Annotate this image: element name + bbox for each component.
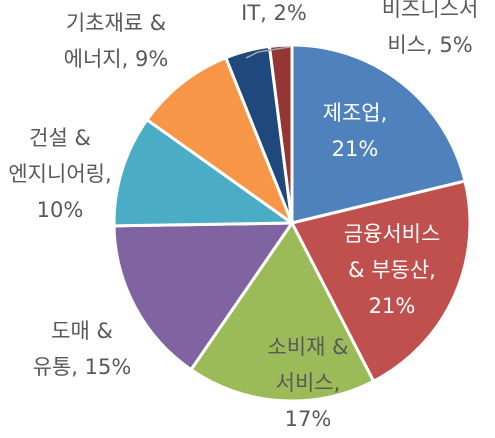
pie-slice-2 bbox=[189, 221, 376, 403]
slice-label-6: IT, 2% bbox=[241, 1, 307, 25]
slice-label-3: 도매 & 유통, 15% bbox=[33, 319, 132, 379]
slice-label-line: & 부동산, bbox=[348, 258, 436, 282]
leader-line bbox=[245, 46, 291, 59]
slice-label-line: 금융서비스 bbox=[344, 222, 441, 246]
slice-label-line: 10% bbox=[37, 198, 84, 222]
slice-label-2: 소비재 & 서비스, 17% bbox=[267, 335, 348, 431]
pie-slice-3 bbox=[112, 221, 294, 372]
slice-label-5: 기초재료 & 에너지, 9% bbox=[64, 11, 169, 71]
slice-label-line: 21% bbox=[369, 294, 416, 318]
slice-label-line: 건설 & bbox=[29, 126, 91, 150]
pie-slice-5 bbox=[145, 56, 294, 225]
pie-slice-0 bbox=[290, 43, 467, 225]
slice-label-line: 기초재료 & bbox=[66, 11, 166, 35]
slice-label-line: 17% bbox=[285, 407, 332, 431]
slice-label-line: 서비스, bbox=[276, 371, 341, 395]
slice-label-line: 제조업, bbox=[323, 101, 388, 125]
slice-label-1: 금융서비스 & 부동산, 21% bbox=[344, 222, 441, 318]
slice-label-line: 소비재 & bbox=[267, 335, 348, 359]
slice-label-line: 비스, 5% bbox=[387, 33, 472, 57]
slice-label-line: 유통, 15% bbox=[33, 355, 132, 379]
slice-label-line: 비즈니스서 bbox=[382, 0, 479, 21]
pie-slice-4 bbox=[112, 118, 294, 228]
slice-label-line: 엔지니어링, bbox=[8, 162, 111, 186]
pie-slice-7 bbox=[267, 43, 294, 225]
slice-label-4: 건설 & 엔지니어링, 10% bbox=[8, 126, 111, 222]
pie-slice-1 bbox=[290, 179, 472, 383]
slice-label-line: 에너지, 9% bbox=[64, 47, 169, 71]
slice-label-line: 21% bbox=[332, 137, 379, 161]
slice-label-line: 도매 & bbox=[51, 319, 113, 343]
slice-label-0: 제조업, 21% bbox=[323, 101, 388, 161]
slice-label-line: IT, 2% bbox=[241, 1, 307, 25]
